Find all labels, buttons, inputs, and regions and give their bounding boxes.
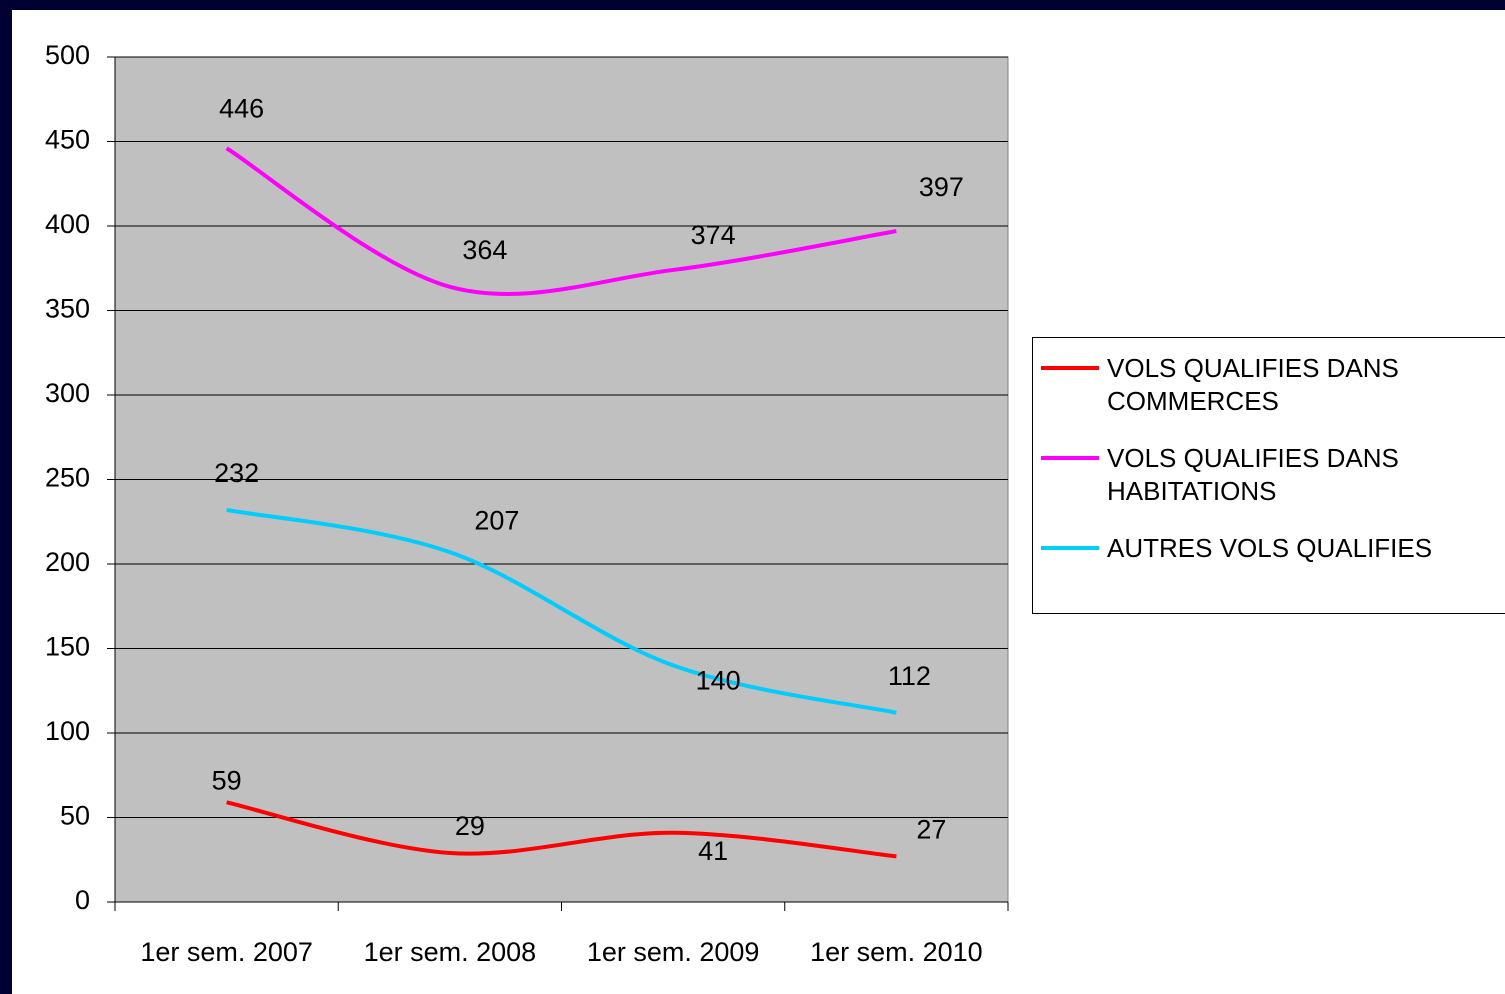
legend-swatch xyxy=(1041,456,1099,460)
series-line xyxy=(225,146,897,297)
series-line xyxy=(226,507,897,715)
y-tick-label: 200 xyxy=(45,547,90,577)
x-tick-label: 1er sem. 2010 xyxy=(810,937,983,967)
legend-label: VOLS QUALIFIES DANS HABITATIONS xyxy=(1107,443,1399,506)
frame xyxy=(0,0,12,994)
data-label: 112 xyxy=(888,661,931,691)
y-tick-label: 100 xyxy=(45,716,90,746)
legend: VOLS QUALIFIES DANS COMMERCES VOLS QUALIF… xyxy=(1032,337,1505,614)
series-line xyxy=(226,800,897,859)
data-label: 41 xyxy=(698,836,728,866)
data-label: 364 xyxy=(462,235,507,265)
y-tick-label: 300 xyxy=(45,378,90,408)
frame xyxy=(0,0,1505,10)
y-tick-label: 150 xyxy=(45,632,90,662)
data-label: 374 xyxy=(691,220,736,250)
legend-entry: VOLS QUALIFIES DANS COMMERCES xyxy=(1033,352,1487,418)
data-label: 207 xyxy=(474,505,519,535)
x-tick-label: 1er sem. 2007 xyxy=(140,937,313,967)
y-tick-label: 400 xyxy=(45,209,90,239)
y-tick-label: 250 xyxy=(45,463,90,493)
y-tick-label: 350 xyxy=(45,294,90,324)
data-label: 397 xyxy=(919,172,964,202)
data-label: 140 xyxy=(696,666,741,696)
x-tick-label: 1er sem. 2008 xyxy=(364,937,537,967)
x-tick-label: 1er sem. 2009 xyxy=(587,937,760,967)
y-tick-label: 500 xyxy=(45,40,90,70)
legend-swatch xyxy=(1041,546,1099,550)
y-tick-label: 450 xyxy=(45,125,90,155)
data-label: 232 xyxy=(214,458,259,488)
legend-label: VOLS QUALIFIES DANS COMMERCES xyxy=(1107,353,1399,416)
y-tick-label: 0 xyxy=(75,885,90,915)
data-label: 446 xyxy=(219,93,264,123)
data-label: 29 xyxy=(455,811,485,841)
y-tick-label: 50 xyxy=(60,801,90,831)
legend-label: AUTRES VOLS QUALIFIES xyxy=(1107,533,1433,563)
legend-swatch xyxy=(1041,366,1099,370)
data-label: 27 xyxy=(916,814,946,844)
legend-entry: AUTRES VOLS QUALIFIES xyxy=(1033,532,1487,565)
data-label: 59 xyxy=(212,765,242,795)
legend-entry: VOLS QUALIFIES DANS HABITATIONS xyxy=(1033,442,1487,508)
